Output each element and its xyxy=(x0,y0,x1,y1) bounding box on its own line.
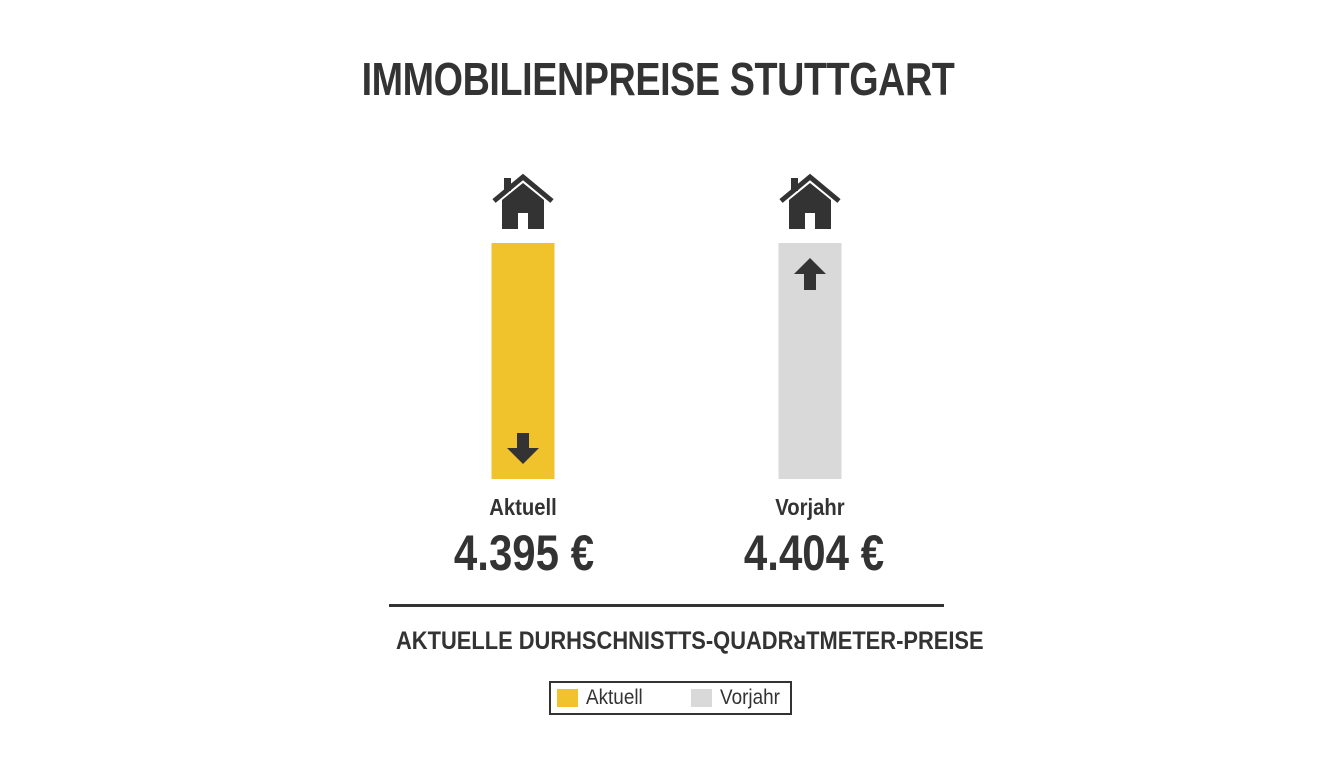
category-label-aktuell: Aktuell xyxy=(489,494,557,520)
legend: Aktuell Vorjahr xyxy=(549,681,792,715)
divider-line xyxy=(389,604,944,607)
arrow-up-icon xyxy=(794,258,826,290)
legend-item-vorjahr: Vorjahr xyxy=(691,683,787,713)
legend-label-vorjahr: Vorjahr xyxy=(720,686,780,709)
chart-title: IMMOBILIENPREISE STUTTGART xyxy=(361,53,955,105)
legend-label-aktuell: Aktuell xyxy=(586,686,643,709)
legend-swatch-vorjahr xyxy=(691,689,712,707)
category-label-vorjahr: Vorjahr xyxy=(775,494,845,520)
chart-plot xyxy=(491,173,842,479)
house-icon-vorjahr xyxy=(779,173,841,229)
legend-item-aktuell: Aktuell xyxy=(557,683,649,713)
house-icon-aktuell xyxy=(492,173,554,229)
legend-swatch-aktuell xyxy=(557,689,578,707)
arrow-down-icon xyxy=(507,433,539,464)
value-label-aktuell: 4.395 € xyxy=(453,525,595,581)
value-label-vorjahr: 4.404 € xyxy=(743,525,885,581)
chart-subtitle: AKTUELLE DURHSCHNISTTS-QUADRᴚTMETER-PREI… xyxy=(396,627,984,655)
